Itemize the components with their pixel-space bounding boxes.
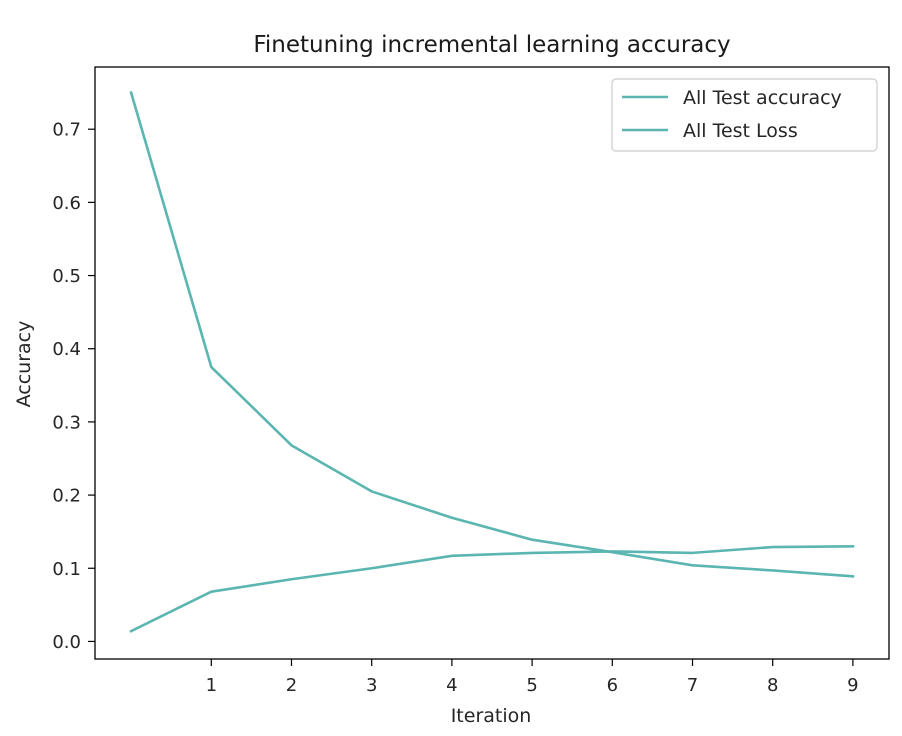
x-tick-label: 7 — [687, 675, 698, 696]
x-tick-label: 1 — [206, 675, 217, 696]
x-tick-label: 4 — [446, 675, 457, 696]
legend-label-1: All Test accuracy — [683, 87, 842, 109]
y-tick-label: 0.3 — [52, 412, 81, 433]
x-tick-label: 5 — [526, 675, 537, 696]
series-line-2 — [129, 90, 855, 578]
x-axis: 1 2 3 4 5 6 7 8 9 — [206, 659, 859, 696]
y-axis-title: Accuracy — [13, 321, 35, 408]
y-tick-label: 0.7 — [52, 120, 81, 141]
plot-area — [94, 66, 890, 660]
x-tick-label: 6 — [607, 675, 618, 696]
series-line-1 — [129, 544, 855, 633]
legend-box — [611, 78, 878, 152]
x-tick-label: 9 — [847, 675, 858, 696]
y-axis: 0.0 0.1 0.2 0.3 0.4 0.5 0.6 0.7 — [52, 120, 95, 653]
y-tick-label: 0.6 — [52, 193, 81, 214]
y-tick-label: 0.5 — [52, 266, 81, 287]
y-tick-label: 0.4 — [52, 339, 81, 360]
y-tick-label: 0.1 — [52, 559, 81, 580]
x-tick-label: 2 — [286, 675, 297, 696]
legend-label-2: All Test Loss — [683, 120, 798, 142]
x-axis-title: Iteration — [451, 705, 532, 727]
y-tick-label: 0.0 — [52, 632, 81, 653]
y-tick-label: 0.2 — [52, 486, 81, 507]
plot-frame — [94, 66, 890, 660]
chart-title: Finetuning incremental learning accuracy — [253, 32, 730, 58]
x-tick-label: 3 — [366, 675, 377, 696]
x-tick-label: 8 — [767, 675, 778, 696]
legend: All Test accuracy All Test Loss — [611, 78, 878, 152]
